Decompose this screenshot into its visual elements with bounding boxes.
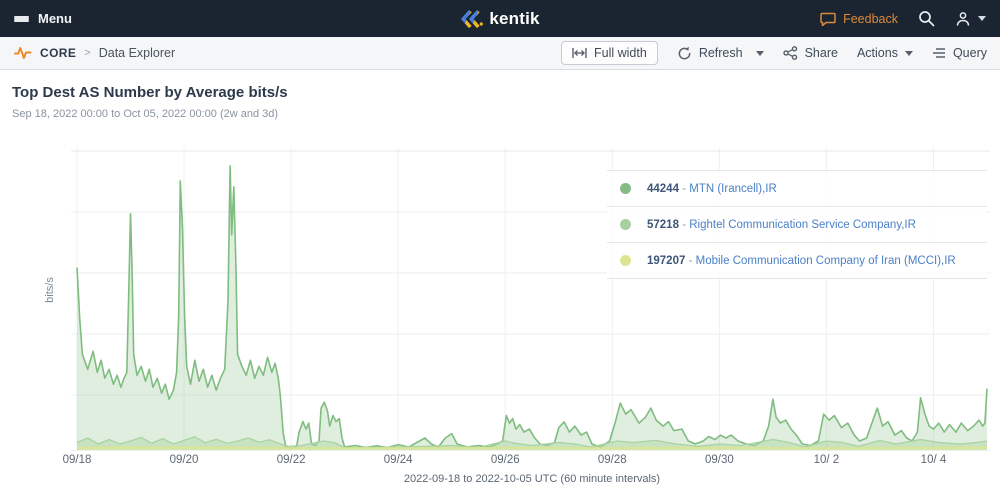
user-icon — [956, 11, 970, 26]
page-title: Top Dest AS Number by Average bits/s — [12, 84, 288, 101]
x-tick-label: 09/24 — [383, 454, 413, 466]
feedback-bubble-icon — [820, 12, 836, 26]
legend-label: 44244 - MTN (Irancell),IR — [647, 182, 777, 195]
x-tick-label: 09/20 — [169, 454, 199, 466]
chart-series — [76, 165, 988, 450]
legend-item[interactable]: 44244 - MTN (Irancell),IR — [607, 171, 987, 207]
x-tick-label: 10/ 2 — [813, 454, 840, 466]
menu-button[interactable]: Menu — [14, 11, 72, 26]
legend-dot — [620, 219, 631, 230]
series-area-44244 — [77, 165, 987, 450]
x-tick-label: 09/18 — [62, 454, 92, 466]
share-icon — [782, 46, 797, 60]
share-button[interactable]: Share — [782, 46, 838, 60]
query-label: Query — [952, 46, 987, 60]
full-width-label: Full width — [594, 46, 647, 60]
series-area-57218 — [77, 436, 987, 450]
legend-item[interactable]: 197207 - Mobile Communication Company of… — [607, 243, 987, 279]
actions-caret-icon — [904, 50, 913, 56]
full-width-button[interactable]: Full width — [561, 41, 658, 65]
breadcrumb: CORE > Data Explorer — [14, 45, 175, 61]
kentik-logo[interactable]: kentik — [460, 9, 539, 29]
x-tick-label: 09/30 — [704, 454, 734, 466]
x-tick-label: 09/26 — [490, 454, 520, 466]
logo-text: kentik — [489, 8, 540, 28]
refresh-label: Refresh — [698, 46, 743, 60]
legend-dot — [620, 183, 631, 194]
x-axis-tick-labels: 09/18 09/20 09/22 09/24 09/26 09/28 09/30 10/ 2… — [0, 454, 1000, 468]
x-tick-label: 09/22 — [276, 454, 306, 466]
feedback-button[interactable]: Feedback — [820, 12, 898, 26]
refresh-button[interactable]: Refresh — [677, 46, 764, 61]
full-width-icon — [572, 48, 587, 58]
share-label: Share — [804, 46, 838, 60]
legend-label: 197207 - Mobile Communication Company of… — [647, 254, 956, 267]
breadcrumb-separator: > — [84, 47, 91, 59]
search-icon[interactable] — [918, 10, 935, 27]
series-line-57218 — [76, 436, 988, 449]
query-icon — [932, 48, 945, 58]
top-header: Menu kentik Feedback — [0, 0, 1000, 37]
refresh-icon — [678, 46, 691, 59]
hamburger-icon — [14, 15, 29, 22]
breadcrumb-section[interactable]: CORE — [40, 46, 77, 60]
user-caret-icon — [978, 16, 986, 21]
legend-item[interactable]: 57218 - Rightel Communication Service Co… — [607, 207, 987, 243]
actions-label: Actions — [856, 46, 898, 60]
user-menu[interactable] — [955, 11, 986, 27]
page-toolbar: CORE > Data Explorer Full width Refresh — [0, 37, 1000, 70]
legend-dot — [620, 255, 631, 266]
x-tick-label: 09/28 — [597, 454, 627, 466]
kentik-chevrons-icon — [460, 9, 483, 28]
series-line-197207 — [76, 446, 988, 449]
query-button[interactable]: Query — [932, 46, 987, 60]
time-range-subtitle: Sep 18, 2022 00:00 to Oct 05, 2022 00:00… — [12, 108, 279, 120]
actions-button[interactable]: Actions — [857, 46, 913, 60]
breadcrumb-page: Data Explorer — [98, 46, 176, 60]
feedback-label: Feedback — [843, 11, 898, 26]
menu-label: Menu — [38, 11, 72, 26]
x-tick-label: 10/ 4 — [920, 454, 947, 466]
refresh-dropdown-caret-icon[interactable] — [755, 50, 764, 56]
series-line-44244 — [76, 165, 988, 449]
chart-caption: 2022-09-18 to 2022-10-05 UTC (60 minute … — [403, 473, 661, 485]
chart-legend: 44244 - MTN (Irancell),IR 57218 - Righte… — [607, 170, 987, 279]
legend-label: 57218 - Rightel Communication Service Co… — [647, 218, 916, 231]
y-axis-label: bits/s — [44, 277, 56, 303]
pulse-icon — [14, 47, 32, 59]
